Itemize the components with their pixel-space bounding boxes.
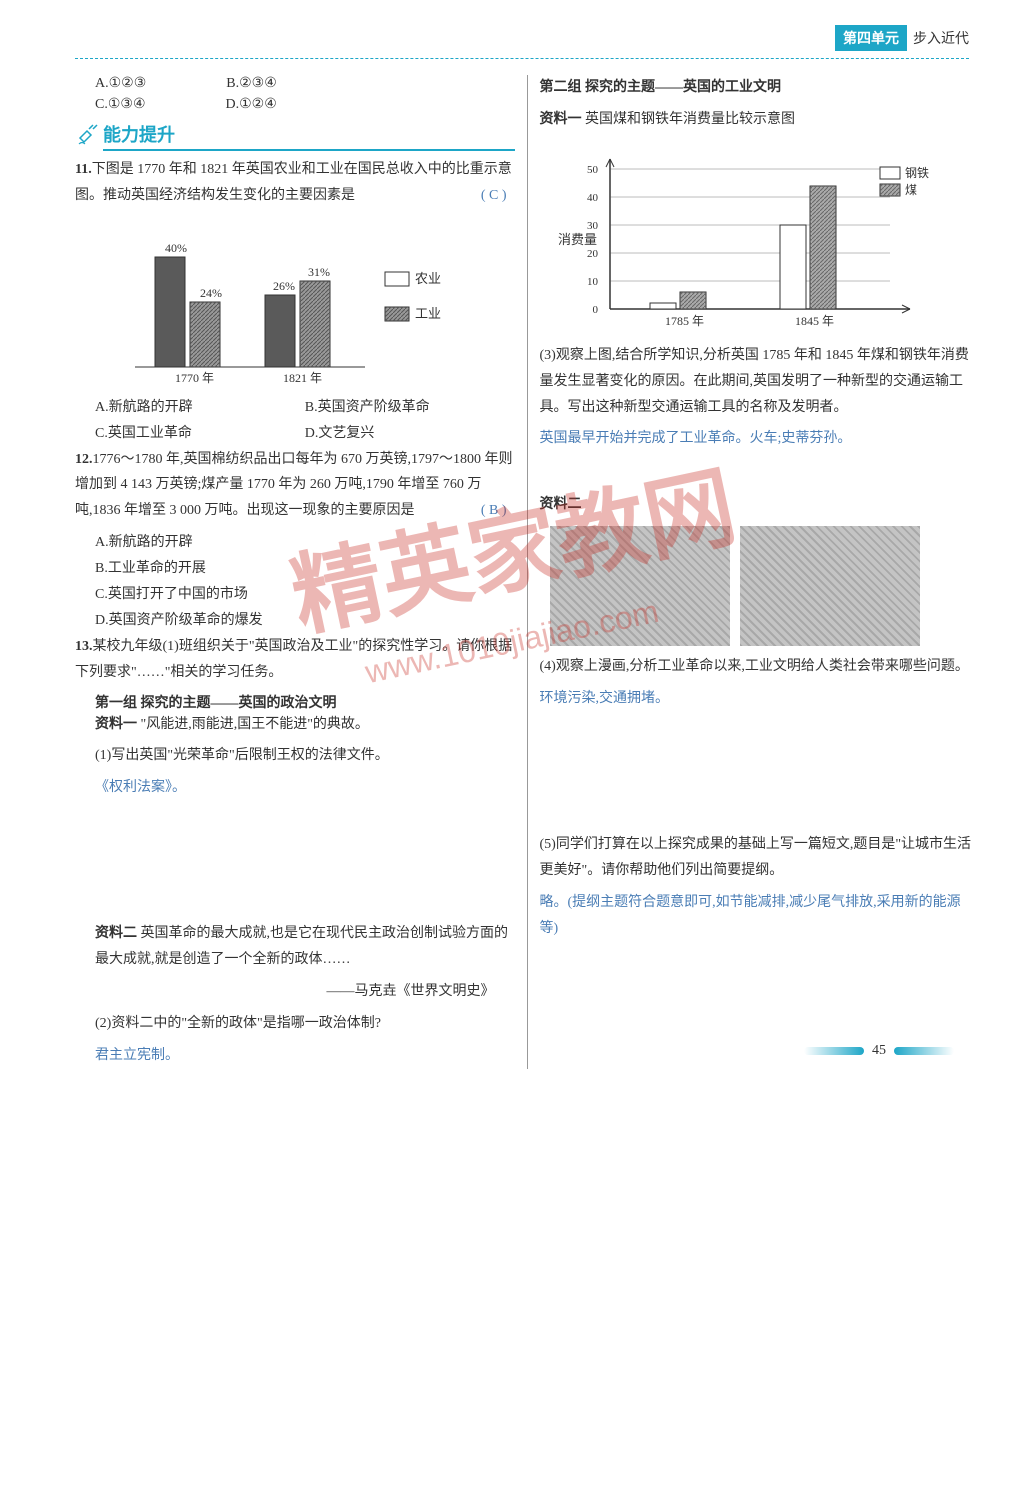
cartoon-1: [550, 526, 730, 646]
r-material-1: 资料一 英国煤和钢铁年消费量比较示意图: [540, 107, 980, 133]
q13-text: 某校九年级(1)班组织关于"英国政治及工业"的探究性学习。请你根据下列要求"………: [75, 639, 512, 680]
svg-text:40: 40: [587, 192, 599, 204]
coal-iron-chart: 0 10 20 30 40 50 消费量: [540, 139, 960, 339]
svg-text:工业: 工业: [415, 306, 441, 321]
page-root: 第四单元 步入近代 A.①②③ B.②③④ C.①③④ D.①②④: [0, 0, 1024, 1089]
sub3: (3)观察上图,结合所学知识,分析英国 1785 年和 1845 年煤和钢铁年消…: [540, 343, 980, 421]
r-mat1-text: 英国煤和钢铁年消费量比较示意图: [585, 112, 795, 127]
q12-text: 1776～1780 年,英国棉纺织品出口每年为 670 万英镑,1797～180…: [75, 452, 513, 519]
page-num-text: 45: [872, 1043, 886, 1059]
question-11: 11.下图是 1770 年和 1821 年英国农业和工业在国民总收入中的比重示意…: [75, 157, 515, 209]
mat1-label: 资料一: [95, 717, 137, 732]
opt-a: A.①②③: [95, 75, 146, 92]
q11-opt-d: D.文艺复兴: [305, 421, 515, 447]
q13-num: 13.: [75, 639, 93, 654]
svg-text:钢铁: 钢铁: [905, 166, 929, 180]
unit-label: 第四单元: [835, 25, 907, 51]
svg-text:10: 10: [587, 276, 599, 288]
svg-text:26%: 26%: [273, 279, 295, 293]
two-column-layout: A.①②③ B.②③④ C.①③④ D.①②④ 能力提升 11.下图是 1770…: [75, 75, 979, 1069]
page-num-decoration: [804, 1047, 864, 1055]
q12-opt-b: B.工业革命的开展: [95, 556, 515, 582]
ans1: 《权利法案》。: [75, 775, 515, 801]
q12-num: 12.: [75, 452, 93, 467]
mat2-cite: ——马克垚《世界文明史》: [75, 979, 515, 1005]
q11-opt-b: B.英国资产阶级革命: [305, 395, 515, 421]
cartoon-2: [740, 526, 920, 646]
q12-opt-a: A.新航路的开辟: [95, 530, 515, 556]
r-mat2-label: 资料二: [540, 492, 980, 518]
svg-text:20: 20: [587, 248, 599, 260]
svg-text:消费量: 消费量: [558, 232, 597, 247]
sub5: (5)同学们打算在以上探究成果的基础上写一篇短文,题目是"让城市生活更美好"。请…: [540, 832, 980, 884]
ans2: 君主立宪制。: [75, 1043, 515, 1069]
sub2: (2)资料二中的"全新的政体"是指哪一政治体制?: [75, 1011, 515, 1037]
svg-text:1821 年: 1821 年: [283, 371, 322, 385]
svg-text:24%: 24%: [200, 286, 222, 300]
q12-options: A.新航路的开辟 B.工业革命的开展 C.英国打开了中国的市场 D.英国资产阶级…: [75, 530, 515, 634]
column-divider: [527, 75, 528, 1069]
q11-num: 11.: [75, 162, 92, 177]
opt-b: B.②③④: [226, 75, 277, 92]
svg-text:1785 年: 1785 年: [665, 314, 704, 328]
opt-d: D.①②④: [226, 96, 277, 113]
q11-text: 下图是 1770 年和 1821 年英国农业和工业在国民总收入中的比重示意图。推…: [75, 162, 512, 203]
ans4: 环境污染,交通拥堵。: [540, 686, 980, 712]
question-13: 13.某校九年级(1)班组织关于"英国政治及工业"的探究性学习。请你根据下列要求…: [75, 634, 515, 686]
r-mat1-label: 资料一: [540, 112, 582, 127]
right-column: 第二组 探究的主题——英国的工业文明 资料一 英国煤和钢铁年消费量比较示意图: [540, 75, 980, 1069]
q11-chart: 40% 24% 1770 年 26% 31% 1821 年: [105, 217, 465, 387]
group1-title: 第一组 探究的主题——英国的政治文明: [75, 692, 515, 712]
question-12: 12.1776～1780 年,英国棉纺织品出口每年为 670 万英镑,1797～…: [75, 447, 515, 525]
svg-text:煤: 煤: [905, 183, 917, 197]
svg-text:0: 0: [592, 304, 598, 316]
sub4: (4)观察上漫画,分析工业革命以来,工业文明给人类社会带来哪些问题。: [540, 654, 980, 680]
mat1-text: "风能进,雨能进,国王不能进"的典故。: [141, 717, 369, 732]
q12-opt-d: D.英国资产阶级革命的爆发: [95, 608, 515, 634]
svg-text:1845 年: 1845 年: [795, 314, 834, 328]
header-divider: [75, 58, 969, 59]
unit-header: 第四单元 步入近代: [835, 25, 969, 51]
pre-options-row-1: A.①②③ B.②③④: [75, 75, 515, 92]
sub1: (1)写出英国"光荣革命"后限制王权的法律文件。: [75, 743, 515, 769]
material-1: 资料一 "风能进,雨能进,国王不能进"的典故。: [75, 712, 515, 738]
q11-opt-c: C.英国工业革命: [95, 421, 305, 447]
q11-answer: ( C ): [481, 183, 507, 209]
q11-options: A.新航路的开辟 B.英国资产阶级革命 C.英国工业革命 D.文艺复兴: [75, 395, 515, 447]
opt-c: C.①③④: [95, 96, 146, 113]
q12-answer: ( B ): [481, 498, 507, 524]
group2-title: 第二组 探究的主题——英国的工业文明: [540, 75, 980, 101]
material-2: 资料二 英国革命的最大成就,也是它在现代民主政治创制试验方面的最大成就,就是创造…: [75, 921, 515, 973]
svg-text:30: 30: [587, 220, 599, 232]
ability-banner: 能力提升: [75, 121, 515, 151]
svg-text:农业: 农业: [415, 271, 441, 286]
svg-text:40%: 40%: [165, 241, 187, 255]
q11-opt-a: A.新航路的开辟: [95, 395, 305, 421]
pre-options-row-2: C.①③④ D.①②④: [75, 96, 515, 113]
svg-text:31%: 31%: [308, 265, 330, 279]
satellite-icon: [75, 122, 103, 150]
ans5: 略。(提纲主题符合题意即可,如节能减排,减少尾气排放,采用新的能源等): [540, 890, 980, 942]
page-number: 45: [804, 1043, 954, 1059]
unit-title: 步入近代: [913, 28, 969, 48]
q12-opt-c: C.英国打开了中国的市场: [95, 582, 515, 608]
svg-text:1770 年: 1770 年: [175, 371, 214, 385]
ans3: 英国最早开始并完成了工业革命。火车;史蒂芬孙。: [540, 426, 980, 452]
mat2-text: 英国革命的最大成就,也是它在现代民主政治创制试验方面的最大成就,就是创造了一个全…: [95, 926, 508, 967]
svg-text:50: 50: [587, 164, 599, 176]
banner-text: 能力提升: [103, 121, 515, 151]
page-num-decoration-r: [894, 1047, 954, 1055]
cartoon-row: [540, 526, 980, 646]
left-column: A.①②③ B.②③④ C.①③④ D.①②④ 能力提升 11.下图是 1770…: [75, 75, 515, 1069]
mat2-label: 资料二: [95, 926, 137, 941]
